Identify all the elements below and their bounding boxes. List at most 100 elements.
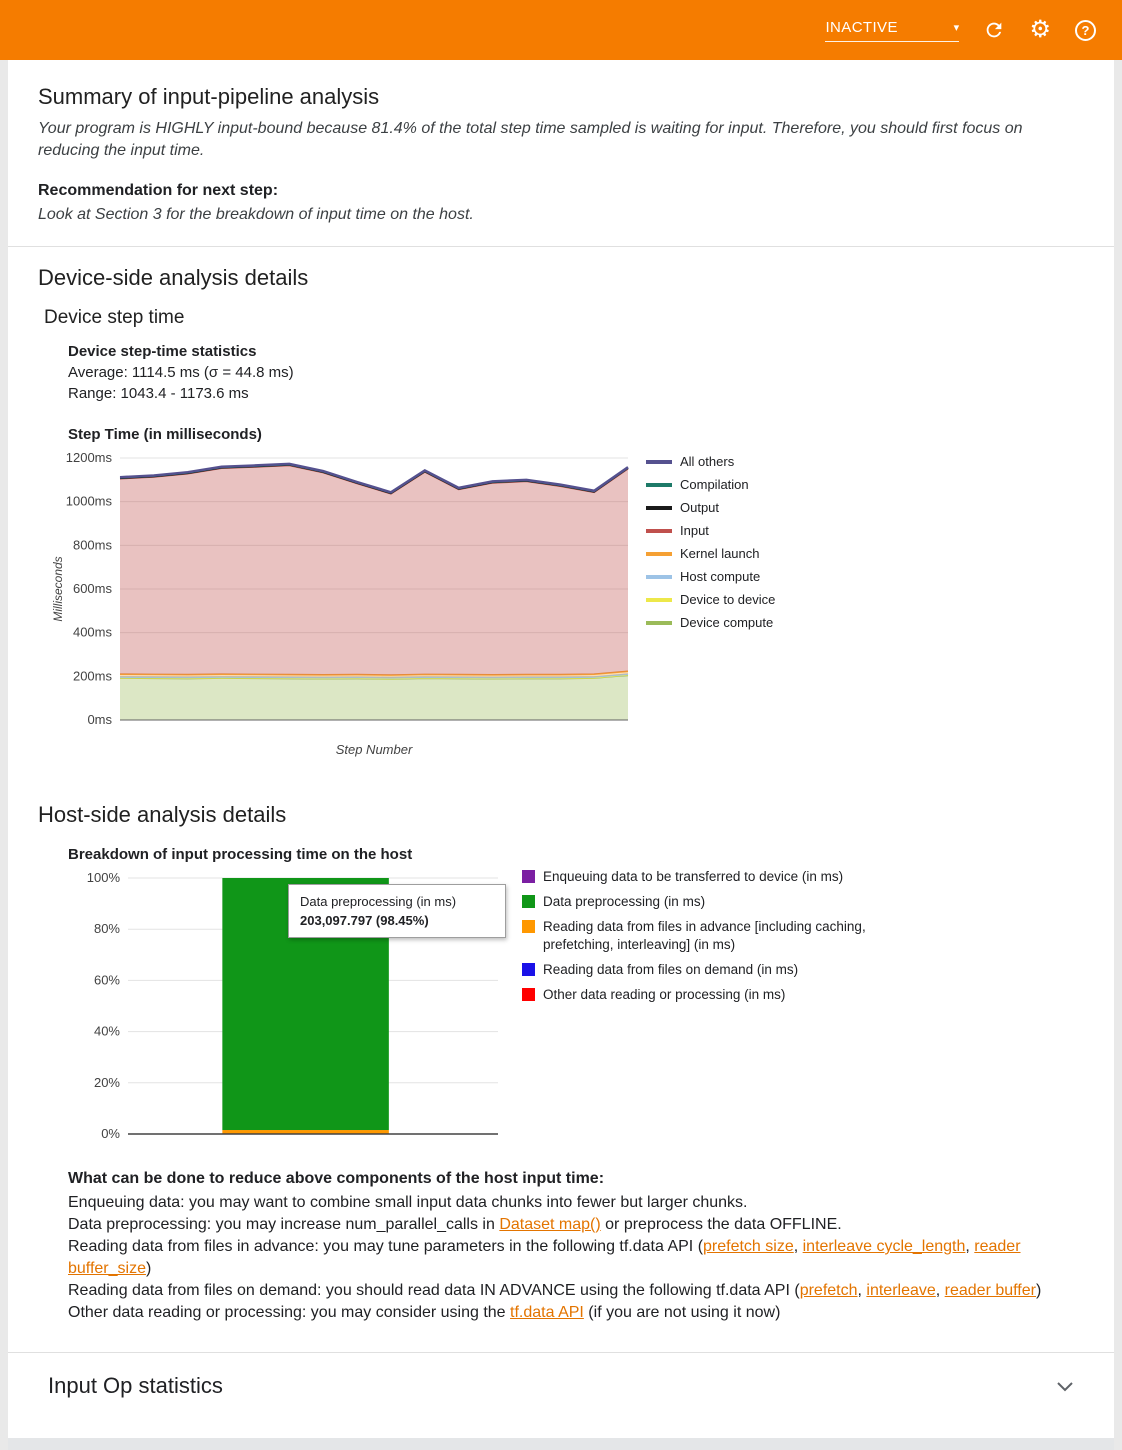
svg-text:0%: 0% bbox=[101, 1126, 120, 1141]
advice-text: Reading data from files on demand: you s… bbox=[68, 1282, 800, 1299]
advice-text: , bbox=[857, 1282, 867, 1299]
settings-button[interactable]: ⚙ bbox=[1029, 18, 1051, 42]
input-op-title: Input Op statistics bbox=[48, 1373, 223, 1398]
legend-item: Device compute bbox=[646, 615, 775, 630]
legend-item: Other data reading or processing (in ms) bbox=[522, 986, 872, 1004]
legend-swatch bbox=[646, 528, 672, 533]
advice-link[interactable]: tf.data API bbox=[510, 1304, 584, 1321]
refresh-button[interactable] bbox=[983, 19, 1005, 41]
legend-label: Device compute bbox=[680, 615, 774, 630]
gear-icon: ⚙ bbox=[1029, 16, 1051, 43]
device-chart-title: Step Time (in milliseconds) bbox=[68, 426, 262, 443]
svg-text:40%: 40% bbox=[94, 1024, 120, 1039]
legend-swatch bbox=[646, 597, 672, 602]
legend-swatch bbox=[646, 574, 672, 579]
device-analysis-section: Device-side analysis details Device step… bbox=[8, 247, 1114, 782]
legend-label: Device to device bbox=[680, 592, 776, 607]
main-content: Summary of input-pipeline analysis Your … bbox=[8, 60, 1114, 1450]
help-icon: ? bbox=[1075, 19, 1096, 41]
svg-text:1000ms: 1000ms bbox=[66, 494, 113, 509]
svg-text:1200ms: 1200ms bbox=[66, 450, 113, 465]
device-chart-row: 0ms 200ms 400ms 600ms 800ms 1000ms 1200ms Step … bbox=[48, 448, 1084, 768]
legend-swatch bbox=[646, 505, 672, 510]
recommendation-body: Look at Section 3 for the breakdown of i… bbox=[38, 206, 474, 223]
advice-line: Data preprocessing: you may increase num… bbox=[68, 1214, 1084, 1236]
legend-item: Enqueuing data to be transferred to devi… bbox=[522, 868, 872, 886]
legend-swatch bbox=[646, 551, 672, 556]
summary-section: Summary of input-pipeline analysis Your … bbox=[8, 60, 1114, 247]
svg-text:80%: 80% bbox=[94, 921, 120, 936]
legend-label: Compilation bbox=[680, 477, 749, 492]
host-analysis-section: Host-side analysis details Breakdown of … bbox=[8, 782, 1114, 1352]
legend-item: Reading data from files in advance [incl… bbox=[522, 918, 872, 954]
legend-label: Enqueuing data to be transferred to devi… bbox=[543, 869, 844, 884]
status-dropdown[interactable]: INACTIVE ▾ bbox=[825, 18, 960, 42]
legend-swatch bbox=[522, 895, 535, 908]
stats-average: Average: 1114.5 ms (σ = 44.8 ms) bbox=[68, 364, 294, 381]
svg-text:200ms: 200ms bbox=[73, 668, 113, 683]
svg-text:20%: 20% bbox=[94, 1075, 120, 1090]
svg-text:100%: 100% bbox=[87, 870, 121, 885]
tooltip-label: Data preprocessing (in ms) bbox=[300, 894, 457, 909]
legend-item: Kernel launch bbox=[646, 546, 775, 561]
advice-text: ) bbox=[1035, 1282, 1042, 1299]
legend-item: Data preprocessing (in ms) bbox=[522, 893, 872, 911]
advice-line: Enqueuing data: you may want to combine … bbox=[68, 1192, 1084, 1214]
advice-link[interactable]: prefetch size bbox=[703, 1238, 794, 1255]
advice-line: Other data reading or processing: you ma… bbox=[68, 1302, 1084, 1324]
advice-link[interactable]: prefetch bbox=[799, 1282, 858, 1299]
advice-text: or preprocess the data OFFLINE. bbox=[600, 1216, 842, 1233]
legend-label: All others bbox=[680, 454, 735, 469]
dropdown-arrow-icon: ▾ bbox=[953, 21, 960, 34]
advice-link[interactable]: Dataset map() bbox=[499, 1216, 601, 1233]
summary-body: Your program is HIGHLY input-bound becau… bbox=[38, 120, 1023, 159]
host-advice: What can be done to reduce above compone… bbox=[68, 1168, 1084, 1352]
device-step-time-stats: Device step-time statistics Average: 111… bbox=[68, 341, 1084, 404]
legend-swatch bbox=[522, 963, 535, 976]
device-step-time-chart: 0ms 200ms 400ms 600ms 800ms 1000ms 1200ms Step … bbox=[51, 450, 629, 757]
svg-text:400ms: 400ms bbox=[73, 625, 113, 640]
host-chart-row: 0% 20% 40% 60% 80% 100% Enqueuing data to be … bbox=[68, 868, 1084, 1160]
recommendation-label: Recommendation for next step: bbox=[38, 182, 279, 199]
advice-text: Enqueuing data: you may want to combine … bbox=[68, 1194, 748, 1211]
legend-label: Reading data from files in advance [incl… bbox=[543, 919, 866, 952]
advice-line: Reading data from files in advance: you … bbox=[68, 1236, 1084, 1280]
advice-link[interactable]: reader buffer bbox=[944, 1282, 1036, 1299]
host-section-title: Host-side analysis details bbox=[38, 802, 287, 827]
stats-range: Range: 1043.4 - 1173.6 ms bbox=[68, 385, 249, 402]
tooltip-value: 203,097.797 (98.45%) bbox=[300, 913, 429, 928]
host-chart-title: Breakdown of input processing time on th… bbox=[68, 846, 413, 863]
legend-swatch bbox=[646, 482, 672, 487]
advice-text: Reading data from files in advance: you … bbox=[68, 1238, 704, 1255]
svg-text:60%: 60% bbox=[94, 972, 120, 987]
svg-text:Milliseconds: Milliseconds bbox=[51, 556, 65, 621]
advice-link[interactable]: interleave cycle_length bbox=[802, 1238, 966, 1255]
legend-item: Input bbox=[646, 523, 775, 538]
svg-text:0ms: 0ms bbox=[87, 712, 112, 727]
advice-link[interactable]: reader buffer_size bbox=[68, 1238, 1021, 1277]
svg-text:600ms: 600ms bbox=[73, 581, 113, 596]
legend-swatch bbox=[646, 459, 672, 464]
host-chart-legend: Enqueuing data to be transferred to devi… bbox=[522, 868, 872, 1011]
advice-text: , bbox=[793, 1238, 803, 1255]
legend-item: Reading data from files on demand (in ms… bbox=[522, 961, 872, 979]
legend-label: Output bbox=[680, 500, 720, 515]
next-section-strip bbox=[8, 1438, 1114, 1450]
legend-label: Host compute bbox=[680, 569, 761, 584]
legend-label: Input bbox=[680, 523, 709, 538]
summary-title: Summary of input-pipeline analysis bbox=[38, 84, 380, 109]
advice-link[interactable]: interleave bbox=[866, 1282, 936, 1299]
advice-lines: Enqueuing data: you may want to combine … bbox=[68, 1192, 1084, 1324]
stats-title: Device step-time statistics bbox=[68, 343, 257, 360]
help-button[interactable]: ? bbox=[1075, 19, 1096, 41]
advice-text: (if you are not using it now) bbox=[583, 1304, 781, 1321]
chevron-down-icon[interactable] bbox=[1056, 1381, 1074, 1392]
advice-text: Data preprocessing: you may increase num… bbox=[68, 1216, 500, 1233]
legend-label: Other data reading or processing (in ms) bbox=[543, 987, 786, 1002]
legend-item: Compilation bbox=[646, 477, 775, 492]
legend-label: Data preprocessing (in ms) bbox=[543, 894, 706, 909]
status-label: INACTIVE bbox=[825, 18, 898, 36]
app-header: INACTIVE ▾ ⚙ ? bbox=[0, 0, 1122, 60]
input-op-section[interactable]: Input Op statistics bbox=[8, 1352, 1114, 1421]
